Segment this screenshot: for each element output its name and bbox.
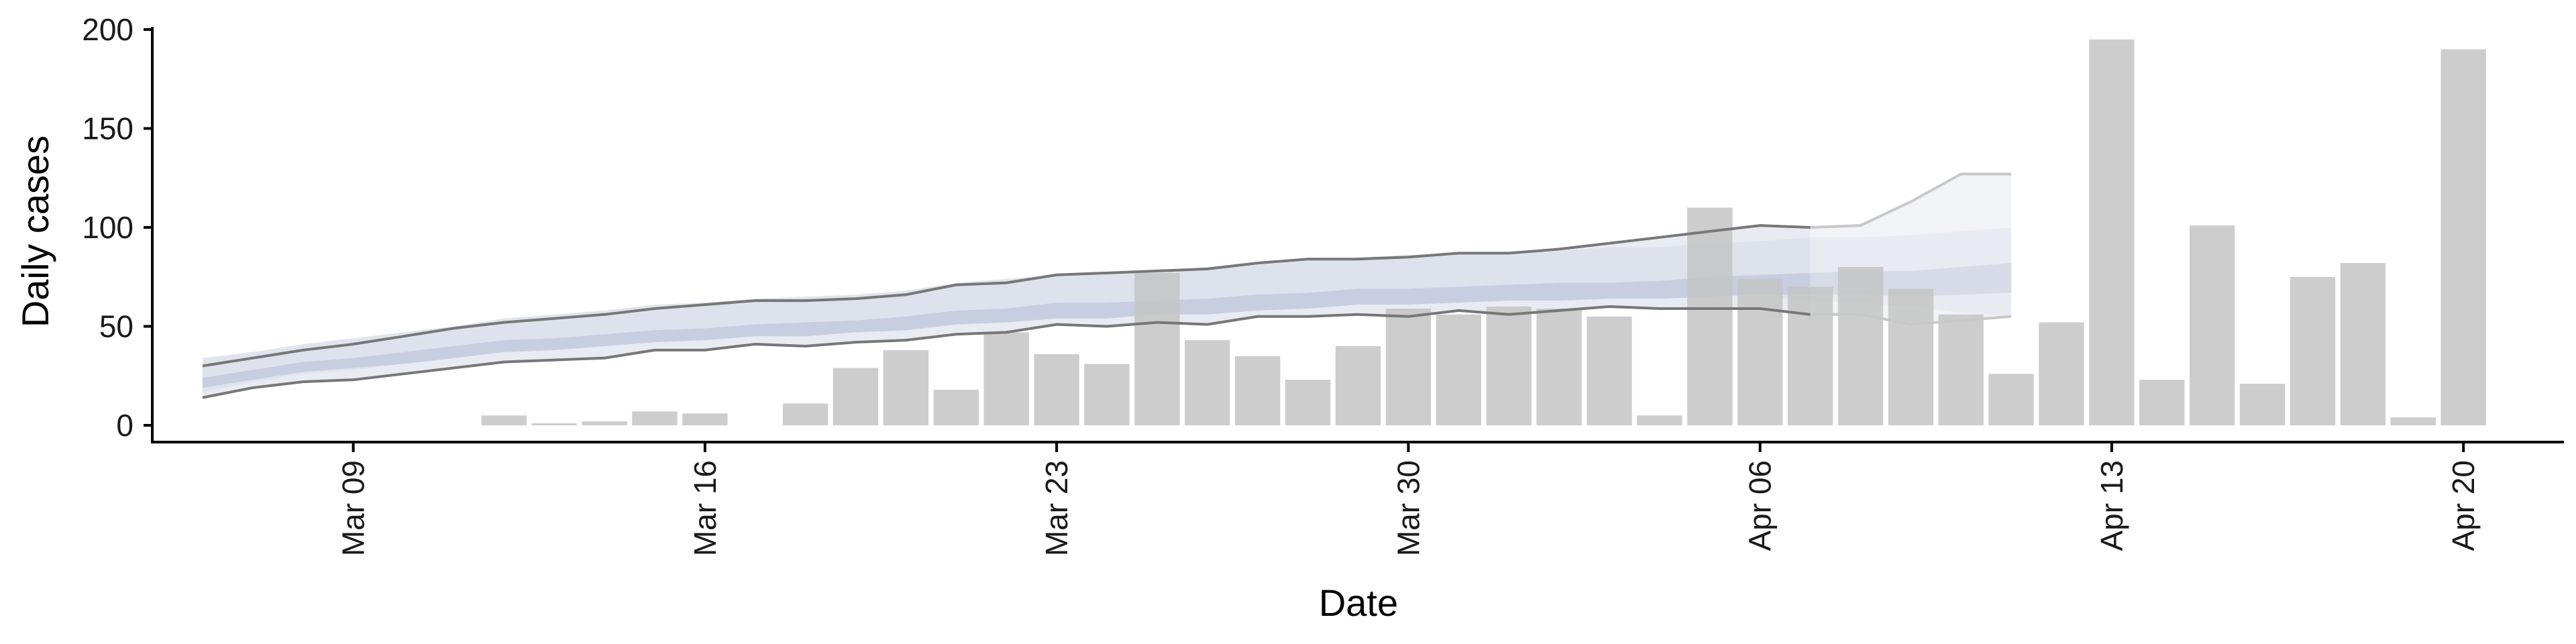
lower-line-estimate (202, 305, 1811, 399)
x-tick-label-2020-04-13: Apr 13 (2094, 460, 2129, 551)
bar-2020-04-04 (1637, 415, 1682, 426)
bar-2020-04-07 (1787, 286, 1833, 425)
bar-2020-03-19 (833, 368, 879, 425)
x-tick-label-2020-03-30: Mar 30 (1391, 460, 1426, 556)
bar-2020-04-09 (1888, 288, 1934, 425)
bar-2020-03-24 (1084, 364, 1130, 425)
x-tick-label-2020-03-16: Mar 16 (688, 460, 722, 556)
y-tick-label-200: 200 (82, 12, 133, 47)
bar-2020-04-17 (2290, 276, 2336, 426)
bar-2020-04-02 (1536, 309, 1582, 425)
bar-2020-04-15 (2190, 225, 2235, 425)
y-tick-label-0: 0 (116, 408, 133, 443)
bar-2020-04-14 (2139, 380, 2185, 425)
axes (151, 27, 2564, 443)
bar-2020-04-18 (2340, 263, 2386, 425)
x-tick-label-2020-03-23: Mar 23 (1039, 460, 1074, 556)
bar-2020-04-08 (1837, 267, 1884, 425)
bar-2020-04-16 (2239, 384, 2286, 425)
x-tick-label-2020-04-20: Apr 20 (2446, 460, 2481, 551)
x-axis-title: Date (1319, 582, 1398, 624)
bar-2020-03-27 (1235, 356, 1281, 426)
bar-2020-04-12 (2039, 322, 2084, 425)
bar-2020-04-01 (1486, 307, 1532, 425)
upper-line-forecast (1810, 172, 2012, 229)
bar-2020-03-30 (1385, 309, 1432, 425)
bar-2020-03-14 (582, 421, 627, 425)
bar-2020-03-16 (682, 413, 728, 425)
bar-2020-03-31 (1436, 314, 1481, 425)
x-tick-label-2020-03-09: Mar 09 (336, 460, 371, 556)
y-tick-label-100: 100 (82, 210, 133, 245)
bar-2020-04-10 (1938, 314, 1984, 425)
bar-2020-03-22 (983, 332, 1029, 425)
bar-2020-03-12 (481, 415, 527, 426)
y-ticks: 0 50 100 150 200 (82, 12, 152, 443)
core-band-estimate (202, 272, 1811, 388)
bar-2020-04-05 (1687, 207, 1733, 425)
bar-2020-03-13 (531, 423, 577, 425)
bar-2020-04-20 (2440, 49, 2486, 425)
bar-2020-03-28 (1285, 380, 1331, 425)
bars-layer (481, 39, 2486, 426)
bar-2020-03-23 (1034, 354, 1079, 425)
bar-2020-04-03 (1587, 316, 1632, 426)
bar-2020-03-21 (933, 389, 979, 425)
forecast-bands (202, 174, 2012, 398)
y-axis-title: Daily cases (14, 136, 56, 327)
upper-line-estimate (202, 224, 1811, 368)
bar-2020-03-20 (883, 350, 929, 425)
bar-2020-03-15 (632, 411, 678, 425)
bar-2020-04-19 (2390, 417, 2436, 425)
y-tick-label-150: 150 (82, 111, 133, 146)
bar-2020-03-25 (1134, 272, 1180, 425)
bar-2020-04-11 (1988, 374, 2034, 425)
y-tick-label-50: 50 (99, 309, 133, 344)
interval-lines (202, 172, 2012, 399)
bar-2020-03-29 (1335, 346, 1381, 425)
x-ticks: Mar 09 Mar 16 Mar 23 Mar 30 Apr 06 Apr 13 Apr … (336, 442, 2481, 556)
lower-line-forecast (1810, 313, 2012, 326)
bar-2020-03-26 (1185, 340, 1230, 425)
bar-2020-04-06 (1737, 278, 1783, 425)
bar-2020-03-18 (782, 403, 828, 425)
bar-2020-04-13 (2089, 39, 2135, 426)
x-tick-label-2020-04-06: Apr 06 (1743, 460, 1778, 551)
